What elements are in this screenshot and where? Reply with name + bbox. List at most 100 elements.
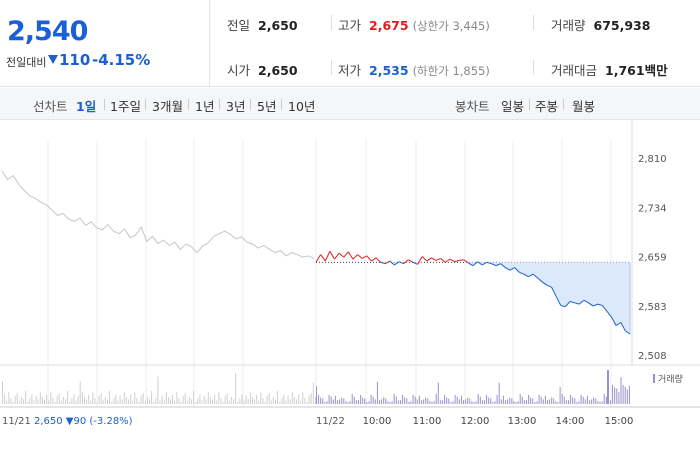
- today-volume-bar: [530, 397, 532, 404]
- today-volume-bar: [521, 396, 523, 404]
- stat-high: 고가 2,675 (상한가 3,445): [338, 15, 490, 34]
- stat-label: 거래대금: [551, 63, 598, 78]
- tab-5y[interactable]: 5년: [257, 99, 277, 114]
- tab-1w[interactable]: 1주일: [110, 99, 141, 114]
- today-volume-bar: [578, 401, 580, 404]
- today-line-down-segment: [583, 299, 589, 304]
- today-volume-bar: [593, 397, 595, 404]
- today-line-down-segment: [620, 322, 626, 332]
- today-volume-bar: [616, 388, 618, 404]
- prev-volume-bar: [306, 401, 308, 404]
- today-volume-bar: [612, 384, 614, 404]
- today-line-down-segment: [560, 304, 566, 308]
- prev-volume-bar: [44, 399, 45, 404]
- prev-volume-bar: [304, 398, 306, 404]
- today-line-up-segment: [329, 251, 335, 260]
- tab-3m[interactable]: 3개월: [152, 99, 183, 114]
- stat-value: 1,761: [605, 63, 645, 78]
- divider: [529, 99, 530, 110]
- prev-volume-bar: [199, 394, 201, 404]
- prev-volume-bar: [277, 391, 279, 404]
- tab-daily-candle[interactable]: 일봉: [501, 99, 525, 114]
- today-volume-bar: [475, 401, 477, 404]
- today-line-down-segment: [412, 261, 418, 265]
- today-volume-bar: [511, 398, 513, 404]
- stat-low: 저가 2,535 (하한가 1,855): [338, 60, 490, 79]
- today-line-down-segment: [468, 262, 474, 267]
- prev-volume-bar: [186, 400, 188, 404]
- today-volume-bar: [513, 401, 515, 404]
- today-volume-bar: [421, 400, 422, 404]
- prev-volume-bar: [102, 400, 104, 404]
- today-volume-bar: [395, 396, 397, 404]
- today-volume-bar: [610, 400, 611, 404]
- today-line-down-segment: [597, 303, 603, 306]
- today-volume-bar: [484, 400, 485, 404]
- today-volume-bar: [572, 397, 574, 404]
- today-volume-bar: [605, 396, 607, 404]
- today-volume-bar: [414, 396, 416, 404]
- today-volume-bar: [517, 401, 519, 404]
- prev-volume-bar: [155, 398, 157, 404]
- lower-limit-note: (하한가 1,855): [412, 64, 490, 78]
- tab-monthly-candle[interactable]: 월봉: [572, 99, 596, 114]
- today-volume-bar: [469, 398, 471, 404]
- divider: [533, 60, 534, 75]
- prev-volume-bar: [16, 393, 18, 404]
- today-volume-bar: [347, 402, 349, 404]
- tab-1y[interactable]: 1년: [195, 99, 215, 114]
- prev-volume-bar: [146, 397, 148, 404]
- prev-volume-bar: [207, 392, 209, 404]
- tab-1d[interactable]: 1일: [76, 99, 97, 114]
- today-volume-bar: [460, 395, 462, 404]
- today-volume-bar: [416, 399, 418, 404]
- prev-volume-bar: [104, 397, 106, 404]
- today-volume-bar: [448, 398, 450, 404]
- stat-prev-close: 전일 2,650: [227, 15, 298, 34]
- tab-3y[interactable]: 3년: [226, 99, 246, 114]
- today-volume-bar: [463, 400, 464, 404]
- prev-volume-bar: [184, 393, 186, 404]
- today-line-up-segment: [435, 257, 441, 261]
- prev-volume-bar: [245, 395, 247, 404]
- prev-volume-bar: [270, 400, 272, 404]
- prev-volume-bar: [96, 401, 98, 404]
- prev-volume-bar: [128, 399, 129, 404]
- y-tick-label: 2,508: [638, 351, 667, 362]
- tab-weekly-candle[interactable]: 주봉: [535, 99, 559, 114]
- today-volume-bar: [607, 370, 609, 404]
- today-volume-bar: [423, 399, 425, 404]
- current-price: 2,540: [7, 16, 88, 47]
- prev-volume-bar: [8, 392, 10, 404]
- today-volume-bar: [465, 399, 467, 404]
- today-volume-bar: [538, 394, 540, 404]
- today-volume-bar: [603, 394, 605, 404]
- prev-volume-bar: [113, 398, 115, 404]
- today-volume-bar: [580, 394, 582, 404]
- today-volume-bar: [349, 401, 351, 404]
- below-close-area: [316, 262, 630, 335]
- line-chart-label: 선차트: [33, 99, 68, 114]
- prev-volume-bar: [140, 395, 142, 404]
- today-volume-bar: [542, 399, 544, 404]
- today-volume-bar: [458, 399, 460, 404]
- today-volume-bar: [614, 387, 616, 404]
- stat-label: 거래량: [551, 18, 586, 33]
- stat-label: 전일: [227, 18, 251, 33]
- prev-volume-bar: [2, 381, 3, 404]
- prev-volume-bar: [205, 399, 207, 404]
- prev-volume-bar: [20, 397, 22, 404]
- prev-volume-bar: [260, 392, 262, 404]
- price-change: 110: [48, 51, 90, 69]
- tab-10y[interactable]: 10년: [288, 99, 316, 114]
- today-line-down-segment: [569, 301, 575, 304]
- stat-volume: 거래량 675,938: [551, 15, 650, 34]
- prev-volume-bar: [258, 400, 260, 404]
- today-line-down-segment: [588, 302, 594, 307]
- today-volume-bar: [492, 402, 494, 404]
- change-label: 전일대비: [6, 56, 47, 69]
- today-volume-bar: [322, 398, 324, 404]
- today-line-up-segment: [440, 258, 446, 263]
- prev-volume-bar: [170, 399, 171, 404]
- prev-volume-bar: [182, 395, 184, 404]
